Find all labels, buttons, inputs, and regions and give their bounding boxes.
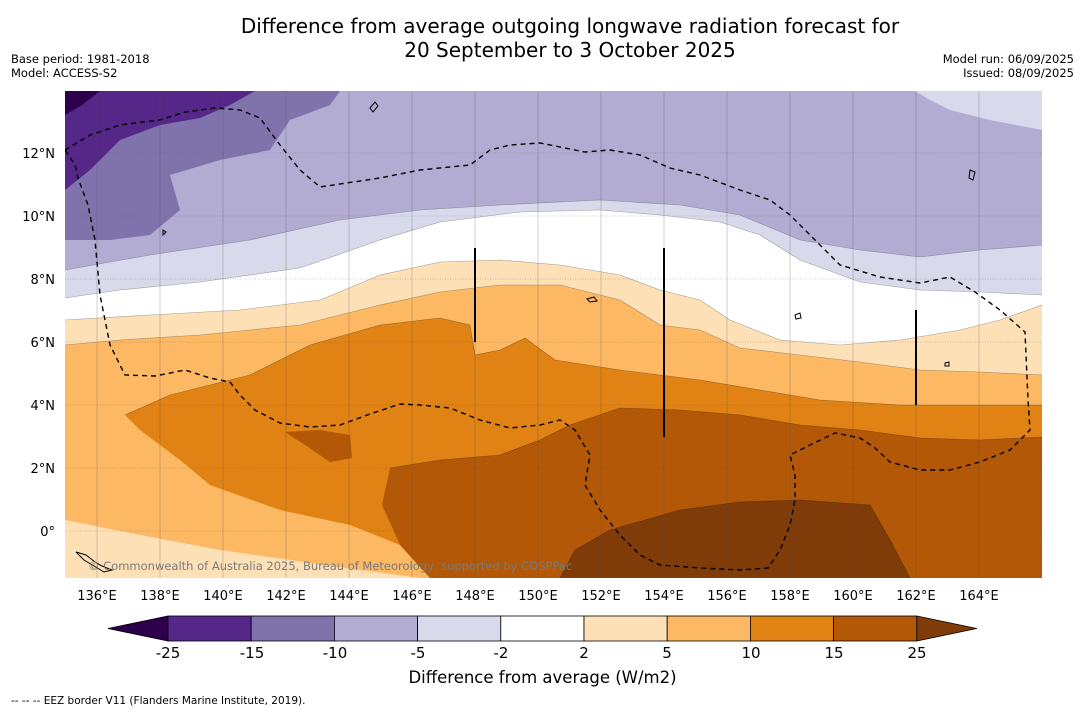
contour-band-15-25-west bbox=[285, 430, 352, 462]
colorbar-extend-max bbox=[916, 615, 977, 642]
colorbar-tick: 10 bbox=[741, 644, 760, 662]
colorbar-segment bbox=[333, 615, 418, 642]
base-period: Base period: 1981-2018 bbox=[11, 52, 150, 66]
colorbar-tick: 2 bbox=[579, 644, 589, 662]
contour-band-neg5-neg2 bbox=[65, 200, 1042, 298]
lon-label: 164°E bbox=[959, 589, 999, 604]
lon-label: 140°E bbox=[203, 589, 243, 604]
colorbar-segment bbox=[666, 615, 751, 642]
colorbar-tick: 15 bbox=[824, 644, 843, 662]
lon-label: 154°E bbox=[644, 589, 684, 604]
title-line-2: 20 September to 3 October 2025 bbox=[404, 38, 736, 62]
model-run: Model run: 06/09/2025 bbox=[942, 52, 1074, 66]
map-plot: © Commonwealth of Australia 2025, Bureau… bbox=[65, 91, 1042, 578]
lat-label: 8°N bbox=[31, 273, 56, 288]
title-line-1: Difference from average outgoing longwav… bbox=[240, 14, 900, 38]
lon-label: 150°E bbox=[518, 589, 558, 604]
colorbar bbox=[107, 615, 977, 642]
map-title: Difference from average outgoing longwav… bbox=[0, 14, 1085, 62]
graticule-lat bbox=[65, 152, 1042, 532]
contour-band-neutral bbox=[65, 210, 1042, 345]
lat-label: 10°N bbox=[22, 210, 55, 225]
lon-label: 148°E bbox=[455, 589, 495, 604]
lat-label: 4°N bbox=[31, 399, 56, 414]
colorbar-tick: -25 bbox=[156, 644, 181, 662]
meta-right: Model run: 06/09/2025 Issued: 08/09/2025 bbox=[943, 52, 1074, 80]
contour-band-above-25 bbox=[560, 500, 910, 578]
contour-band-2-5 bbox=[65, 260, 1042, 375]
islands bbox=[75, 101, 976, 573]
colorbar-segment bbox=[750, 615, 835, 642]
lon-label: 136°E bbox=[77, 589, 117, 604]
colorbar-segment bbox=[583, 615, 668, 642]
lat-label: 12°N bbox=[22, 147, 55, 162]
lon-label: 152°E bbox=[581, 589, 621, 604]
contour-band-2-5-sw bbox=[65, 520, 420, 578]
eez-legend: -- -- -- EEZ border V11 (Flanders Marine… bbox=[11, 695, 306, 707]
colorbar-segment bbox=[250, 615, 335, 642]
colorbar-tick: -5 bbox=[411, 644, 426, 662]
colorbar-tick: -2 bbox=[494, 644, 509, 662]
lon-label: 156°E bbox=[707, 589, 747, 604]
colorbar-segment bbox=[500, 615, 585, 642]
lon-label: 142°E bbox=[266, 589, 306, 604]
lat-label: 0° bbox=[40, 525, 55, 540]
longitude-labels: 136°E 138°E 140°E 142°E 144°E 146°E 148°… bbox=[77, 589, 999, 604]
lon-label: 162°E bbox=[896, 589, 936, 604]
contour-lines bbox=[65, 199, 1042, 578]
lon-label: 160°E bbox=[833, 589, 873, 604]
model-name: Model: ACCESS-S2 bbox=[11, 66, 118, 80]
meta-left: Base period: 1981-2018 Model: ACCESS-S2 bbox=[11, 52, 150, 80]
colorbar-tick: 5 bbox=[662, 644, 672, 662]
contour-band-neg10-neg5 bbox=[65, 91, 1042, 270]
copyright-text: © Commonwealth of Australia 2025, Bureau… bbox=[88, 559, 572, 573]
lon-label: 146°E bbox=[392, 589, 432, 604]
boundary-markers bbox=[474, 248, 917, 437]
colorbar-segment bbox=[833, 615, 918, 642]
colorbar-tick: -15 bbox=[240, 644, 265, 662]
lat-label: 2°N bbox=[31, 462, 56, 477]
lon-label: 144°E bbox=[329, 589, 369, 604]
colorbar-extend-min bbox=[107, 615, 169, 642]
colorbar-segment bbox=[167, 615, 252, 642]
lon-label: 158°E bbox=[770, 589, 810, 604]
colorbar-tick: -10 bbox=[323, 644, 348, 662]
contour-band-neg25-neg15 bbox=[65, 91, 255, 190]
colorbar-tick: 25 bbox=[907, 644, 926, 662]
eez-borders bbox=[65, 107, 1031, 571]
issued-date: Issued: 08/09/2025 bbox=[963, 66, 1074, 80]
colorbar-segment bbox=[417, 615, 502, 642]
colorbar-title: Difference from average (W/m2) bbox=[408, 668, 677, 687]
contour-band-below-neg25 bbox=[65, 91, 100, 115]
lon-label: 138°E bbox=[140, 589, 180, 604]
colorbar-labels: -25 -15 -10 -5 -2 2 5 10 15 25 bbox=[156, 644, 927, 662]
contour-band-ne-light bbox=[915, 91, 1042, 130]
lat-label: 6°N bbox=[31, 336, 56, 351]
latitude-labels: 12°N 10°N 8°N 6°N 4°N 2°N 0° bbox=[22, 147, 55, 540]
